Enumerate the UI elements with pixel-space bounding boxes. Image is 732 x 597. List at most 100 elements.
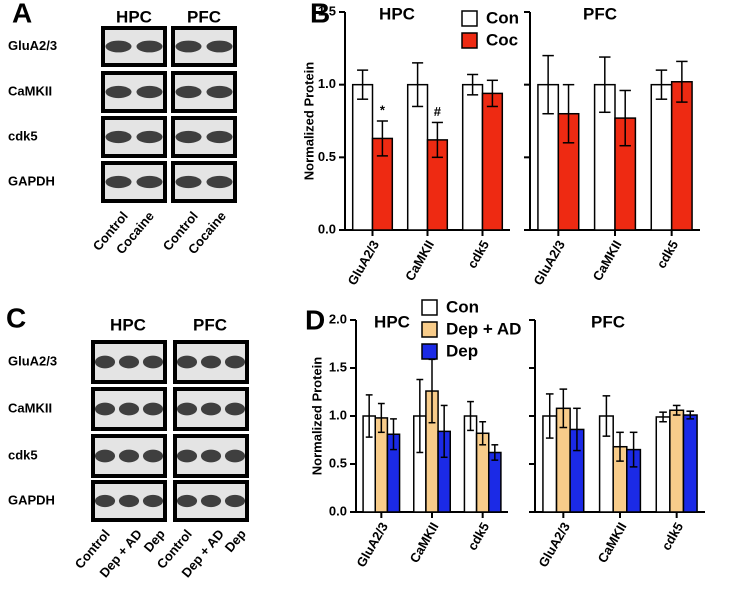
legend-swatch [421, 299, 438, 316]
error-bar [616, 431, 624, 462]
error-bar [676, 60, 688, 103]
error-bar [562, 83, 575, 144]
blot-band [206, 85, 233, 99]
error-bar [412, 62, 424, 108]
blot-band [118, 355, 140, 369]
region-label: PFC [187, 7, 221, 26]
legend-swatch [461, 32, 478, 49]
facet-title: HPC [379, 4, 415, 23]
error-bar [573, 407, 581, 452]
blot-band [224, 494, 246, 508]
bar [650, 83, 673, 231]
legend-label: Dep + AD [446, 319, 521, 338]
blot-band [118, 402, 140, 416]
blot-band [136, 85, 163, 99]
blot-band [142, 494, 164, 508]
y-tick-label: 0.0 [329, 503, 347, 518]
x-tick-label: cdk5 [658, 520, 686, 553]
bar [682, 414, 698, 513]
blot-band [175, 85, 202, 99]
error-bar [479, 421, 487, 446]
blot-band [176, 355, 198, 369]
y-tick-label: 0.5 [329, 455, 347, 470]
x-tick-label: GluA2/3 [345, 238, 383, 288]
blot-band [200, 494, 222, 508]
protein-label: cdk5 [8, 447, 38, 462]
protein-label: cdk5 [8, 128, 38, 143]
blot-band [142, 402, 164, 416]
blot-band [224, 402, 246, 416]
protein-label: CaMKII [8, 400, 52, 415]
error-bar [416, 378, 424, 454]
x-tick-label: CaMKII [402, 238, 437, 284]
y-tick-label: 0.5 [318, 149, 336, 164]
y-axis-title: Normalized Protein [309, 357, 324, 476]
panel-label: B [310, 0, 330, 28]
error-bar [467, 73, 479, 96]
facet-title: PFC [591, 312, 625, 331]
blot-band [136, 130, 163, 144]
legend-label: Con [486, 8, 519, 27]
blot-band [176, 449, 198, 463]
protein-label: GluA2/3 [8, 353, 57, 368]
error-bar [486, 79, 498, 108]
error-bar [491, 444, 499, 461]
blot-band [105, 40, 132, 53]
legend-label: Coc [486, 30, 518, 49]
error-bar [365, 394, 373, 438]
region-label: PFC [193, 315, 227, 334]
error-bar [686, 410, 695, 420]
blot-band [136, 40, 163, 53]
error-bar [672, 404, 681, 416]
x-tick-label: cdk5 [464, 520, 492, 553]
error-bar [619, 89, 631, 147]
legend-swatch [421, 321, 438, 338]
blot-band [175, 130, 202, 144]
blot-band [200, 449, 222, 463]
error-bar [545, 393, 554, 439]
x-tick-label: CaMKII [407, 520, 442, 566]
error-bar [377, 402, 385, 434]
error-bar [390, 418, 397, 451]
error-bar [542, 54, 554, 115]
blot-band [136, 175, 163, 189]
blot-band [105, 175, 132, 189]
bar [351, 83, 374, 231]
panel-label: A [12, 0, 32, 28]
blot-band [118, 449, 140, 463]
blot-band [206, 40, 233, 53]
x-tick-label: cdk5 [464, 238, 492, 271]
bar [655, 416, 671, 513]
blot-band [176, 494, 198, 508]
blot-band [224, 355, 246, 369]
panel-label: C [6, 302, 26, 333]
x-tick-label: CaMKII [595, 520, 630, 566]
error-bar [467, 400, 474, 432]
y-tick-label: 1.5 [329, 359, 347, 374]
region-label: HPC [110, 315, 146, 334]
blot-band [94, 402, 116, 416]
y-tick-label: 1.0 [329, 407, 347, 422]
blot-band [175, 40, 202, 53]
legend-label: Con [446, 297, 479, 316]
y-axis-title: Normalized Protein [301, 62, 316, 181]
blot-band [175, 175, 202, 189]
bar [670, 81, 693, 231]
x-tick-label: GluA2/3 [535, 520, 573, 570]
legend-label: Dep [446, 341, 478, 360]
blot-band [105, 85, 132, 99]
error-bar [357, 69, 369, 100]
panel-label: D [305, 304, 325, 335]
error-bar [659, 411, 667, 423]
error-bar [602, 395, 611, 437]
protein-label: GAPDH [8, 492, 55, 507]
blot-band [200, 355, 222, 369]
legend-swatch [421, 343, 438, 360]
blot-band [206, 175, 233, 189]
lane-label: Dep [222, 526, 249, 555]
error-bar [440, 404, 448, 459]
error-bar [629, 431, 638, 468]
blot-band [176, 402, 198, 416]
y-tick-label: 2.0 [329, 311, 347, 326]
